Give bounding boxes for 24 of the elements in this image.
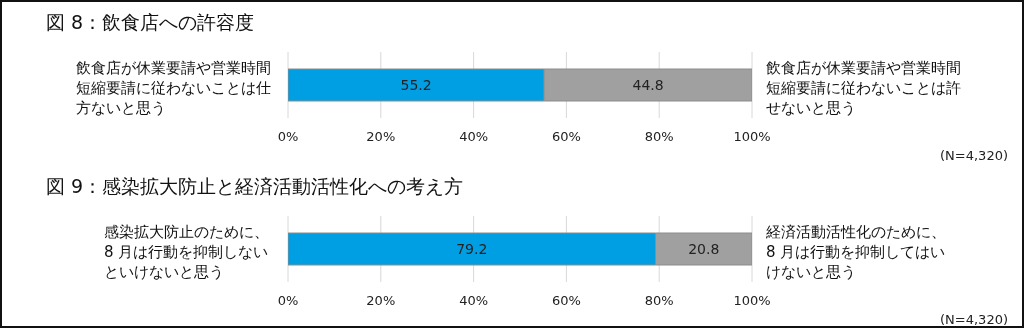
- x-tick-label: 20%: [366, 293, 396, 309]
- x-tick-label: 20%: [366, 129, 396, 145]
- x-tick-label: 0%: [277, 129, 299, 145]
- data-label: 20.8: [688, 240, 720, 257]
- text: (N=4,320): [940, 312, 1008, 327]
- x-tick-label: 60%: [551, 293, 581, 309]
- series-label: 飲食店が休業要請や営業時間短縮要請に従わないことは許せないと思う: [766, 58, 962, 118]
- x-tick-label: 60%: [551, 129, 581, 145]
- x-tick-label: 100%: [733, 129, 771, 145]
- x-tick-label: 40%: [459, 129, 489, 145]
- x-tick-label: 40%: [459, 293, 489, 309]
- chart-title: 図 8：飲食店への許容度: [46, 10, 255, 35]
- series-label: 感染拡大防止のために、8 月は行動を抑制しないといけないと思う: [104, 222, 270, 282]
- x-tick-label: 80%: [644, 293, 674, 309]
- chart-title: 図 9：感染拡大防止と経済活動活性化への考え方: [46, 174, 464, 199]
- data-label: 44.8: [632, 76, 664, 93]
- data-label: 55.2: [400, 76, 432, 93]
- text: (N=4,320): [940, 148, 1008, 163]
- x-tick-label: 80%: [644, 129, 674, 145]
- series-label: 飲食店が休業要請や営業時間短縮要請に従わないことは仕方ないと思う: [76, 58, 272, 118]
- x-tick-label: 0%: [277, 293, 299, 309]
- series-label: 経済活動活性化のために、8 月は行動を抑制してはいけないと思う: [766, 222, 947, 282]
- data-label: 79.2: [456, 240, 488, 257]
- x-tick-label: 100%: [733, 293, 771, 309]
